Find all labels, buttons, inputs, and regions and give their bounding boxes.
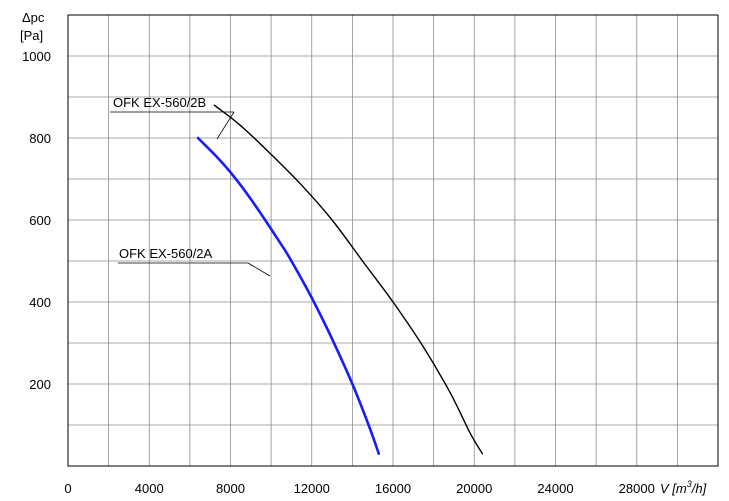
series-name-2b: OFK EX-560/2B [113, 95, 206, 110]
leader-pointer-2a [247, 262, 271, 277]
series-label-ofk-ex-560-2a: OFK EX-560/2A [118, 246, 271, 277]
x-axis-title-end: /h] [691, 481, 707, 496]
leader-pointer-2b [216, 111, 235, 140]
series-line-ofk-ex-560-2b [213, 104, 484, 455]
x-tick-label: 16000 [375, 481, 411, 496]
x-tick-label: 20000 [456, 481, 492, 496]
x-tick-label: 8000 [216, 481, 245, 496]
grid [68, 15, 718, 466]
x-tick-label: 24000 [537, 481, 573, 496]
x-axis-title: V [m3/h] [660, 479, 707, 496]
x-axis-title-sup: 3 [687, 479, 692, 489]
x-tick-label: 28000 [619, 481, 655, 496]
x-axis-title-main: V [m [660, 481, 687, 496]
x-tick-label: 4000 [135, 481, 164, 496]
y-tick-label: 600 [29, 213, 51, 228]
plot-frame [67, 14, 719, 467]
y-tick-label: 200 [29, 377, 51, 392]
series-line-ofk-ex-560-2a [196, 136, 381, 455]
series-group [196, 104, 484, 455]
y-axis-title-line1: Δpc [22, 10, 45, 25]
series-name-2a: OFK EX-560/2A [119, 246, 213, 261]
y-axis-title-line2: [Pa] [20, 28, 43, 43]
x-tick-labels: 0 4000 8000 12000 16000 20000 24000 28000 [64, 481, 654, 496]
x-tick-label: 0 [64, 481, 71, 496]
y-tick-labels: 200 400 600 800 1000 [22, 49, 51, 392]
y-tick-label: 800 [29, 131, 51, 146]
y-tick-label: 400 [29, 295, 51, 310]
x-tick-label: 12000 [294, 481, 330, 496]
series-label-ofk-ex-560-2b: OFK EX-560/2B [110, 95, 235, 140]
y-tick-label: 1000 [22, 49, 51, 64]
